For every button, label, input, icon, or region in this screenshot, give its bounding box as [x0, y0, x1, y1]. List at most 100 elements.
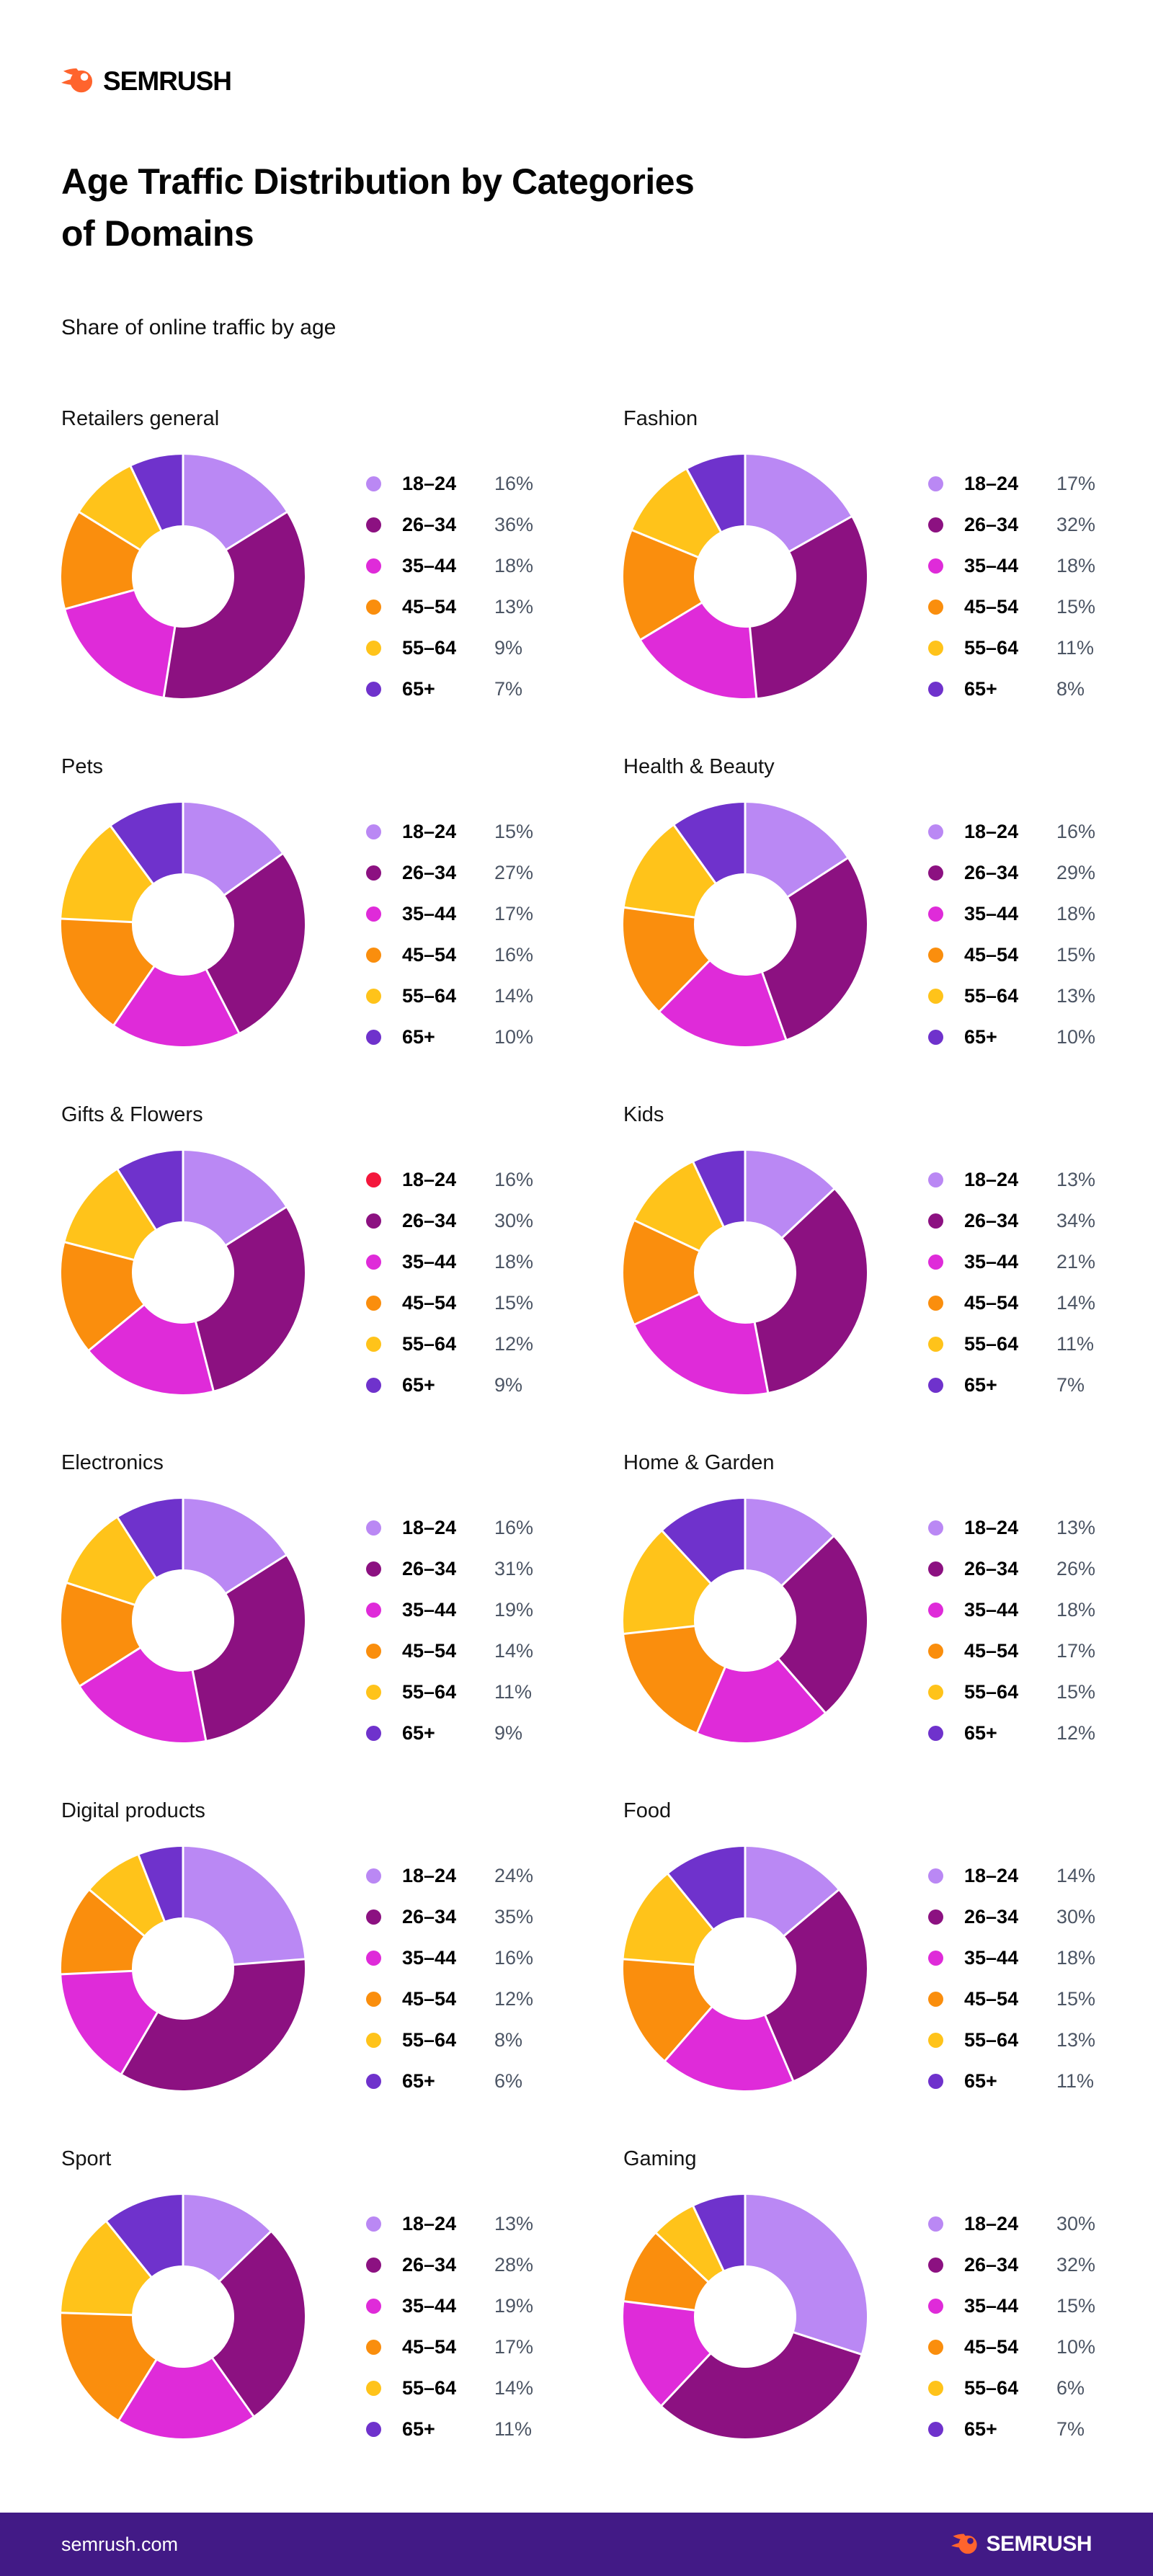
legend-dot	[366, 1520, 381, 1536]
legend-item: 45–54 14%	[366, 1631, 533, 1672]
legend-age-label: 26–34	[402, 1210, 457, 1231]
legend-dot	[928, 1254, 943, 1270]
chart-body: 18–24 30% 26–34 32% 35–44 15% 45–54 10% 55–64 6% 6…	[623, 2195, 1095, 2450]
slice-separator	[120, 2010, 159, 2076]
legend-age-label: 55–64	[964, 2377, 1019, 2399]
legend-age-label: 45–54	[964, 1292, 1019, 1314]
slice-separator	[786, 856, 850, 899]
donut-slice	[117, 1151, 183, 1230]
slice-separator	[638, 601, 703, 641]
legend-age-label: 18–24	[402, 1517, 457, 1538]
legend-item: 45–54 10%	[928, 2327, 1095, 2368]
donut-slice	[89, 1305, 214, 1394]
legend-percent-value: 15%	[1056, 2295, 1096, 2317]
legend-percent-value: 15%	[1056, 944, 1096, 966]
donut-slice	[130, 455, 183, 530]
legend-item: 45–54 12%	[366, 1979, 533, 2020]
donut-slice	[623, 1874, 713, 1965]
legend-percent-value: 10%	[1056, 1026, 1096, 1048]
legend-percent-value: 7%	[1056, 2418, 1085, 2440]
legend-item: 55–64 15%	[928, 1672, 1095, 1713]
legend-item: 26–34 31%	[366, 1548, 533, 1590]
chart-legend: 18–24 13% 26–34 34% 35–44 21% 45–54 14% 55–64 11%…	[928, 1159, 1095, 1406]
donut-slice	[697, 1659, 825, 1742]
legend-age-label: 65+	[964, 2070, 997, 2092]
chart-card: Kids 18–24 13% 26–34 34% 35–44 21% 45–54 14% 55–…	[623, 1103, 1128, 1451]
legend-age-label: 35–44	[964, 2295, 1019, 2317]
legend-age-label: 35–44	[402, 903, 457, 924]
footer-logo: SEMRUSH	[951, 2532, 1092, 2557]
donut-slice	[138, 1847, 183, 1921]
footer-url: semrush.com	[61, 2533, 179, 2555]
legend-dot	[928, 2422, 943, 2437]
legend-percent-value: 12%	[494, 1988, 534, 2010]
slice-separator	[672, 824, 718, 885]
legend-dot	[928, 682, 943, 697]
legend-age-label: 45–54	[402, 944, 457, 966]
slice-separator	[659, 2352, 712, 2407]
donut-slice	[662, 2332, 861, 2438]
donut-slice	[61, 826, 153, 922]
legend-age-label: 65+	[402, 1722, 435, 1744]
legend-item: 26–34 32%	[928, 504, 1095, 545]
chart-legend: 18–24 13% 26–34 28% 35–44 19% 45–54 17% 55–64 14%…	[366, 2203, 533, 2450]
slice-separator	[623, 1625, 696, 1635]
slice-separator	[654, 2231, 710, 2283]
donut-slice	[745, 2195, 867, 2355]
legend-item: 65+ 7%	[928, 2409, 1095, 2450]
donut-slice	[121, 1958, 305, 2090]
legend-percent-value: 26%	[1056, 1558, 1096, 1579]
legend-percent-value: 11%	[494, 1681, 533, 1703]
legend-item: 45–54 17%	[366, 2327, 533, 2368]
legend-age-label: 45–54	[402, 596, 457, 618]
donut-slice	[635, 1162, 724, 1251]
legend-item: 45–54 17%	[928, 1631, 1095, 1672]
legend-percent-value: 15%	[1056, 1681, 1096, 1703]
legend-age-label: 26–34	[402, 862, 457, 883]
legend-dot	[928, 1561, 943, 1577]
donut-slice	[762, 858, 867, 1040]
slice-separator	[232, 1958, 305, 1966]
slice-separator	[61, 2312, 134, 2317]
legend-dot	[928, 517, 943, 532]
legend-item: 35–44 18%	[928, 1938, 1095, 1979]
slice-separator	[760, 971, 788, 1041]
legend-item: 35–44 15%	[928, 2286, 1095, 2327]
legend-dot	[366, 1296, 381, 1311]
slice-separator	[792, 2330, 863, 2356]
chart-card: Gifts & Flowers 18–24 16% 26–34 30% 35–44 18%…	[61, 1103, 566, 1451]
donut-slice	[80, 1648, 206, 1742]
slice-separator	[116, 1515, 158, 1579]
legend-age-label: 35–44	[402, 1599, 457, 1621]
legend-item: 26–34 28%	[366, 2245, 533, 2286]
legend-item: 18–24 15%	[366, 811, 533, 852]
legend-age-label: 35–44	[964, 1599, 1019, 1621]
legend-dot	[366, 682, 381, 697]
legend-item: 26–34 32%	[928, 2245, 1095, 2286]
donut-slice	[665, 2007, 793, 2090]
legend-item: 26–34 29%	[928, 852, 1095, 893]
donut-slice	[183, 455, 287, 550]
chart-title: Home & Garden	[623, 1451, 775, 1474]
legend-age-label: 26–34	[402, 1558, 457, 1579]
donut-slice	[183, 1499, 286, 1593]
legend-dot	[366, 641, 381, 656]
legend-item: 18–24 16%	[366, 1159, 533, 1200]
legend-percent-value: 14%	[494, 985, 534, 1007]
legend-age-label: 26–34	[402, 1906, 457, 1927]
legend-item: 55–64 6%	[928, 2368, 1095, 2409]
legend-dot	[366, 2340, 381, 2355]
legend-age-label: 18–24	[964, 2213, 1019, 2234]
semrush-logo-icon	[951, 2533, 978, 2554]
donut-slice	[623, 1958, 712, 2061]
legend-age-label: 18–24	[402, 473, 457, 494]
donut-slice	[110, 803, 183, 883]
legend-percent-value: 13%	[494, 596, 534, 618]
chart-legend: 18–24 16% 26–34 31% 35–44 19% 45–54 14% 55–64 11%…	[366, 1507, 533, 1754]
slice-separator	[117, 2358, 158, 2423]
charts-grid: Retailers general 18–24 16% 26–34 36% 35–44 1…	[61, 407, 1128, 2495]
legend-item: 65+ 12%	[928, 1713, 1095, 1754]
slice-separator	[788, 514, 853, 553]
page-subtitle: Share of online traffic by age	[61, 316, 337, 339]
donut-slice	[65, 1169, 156, 1260]
